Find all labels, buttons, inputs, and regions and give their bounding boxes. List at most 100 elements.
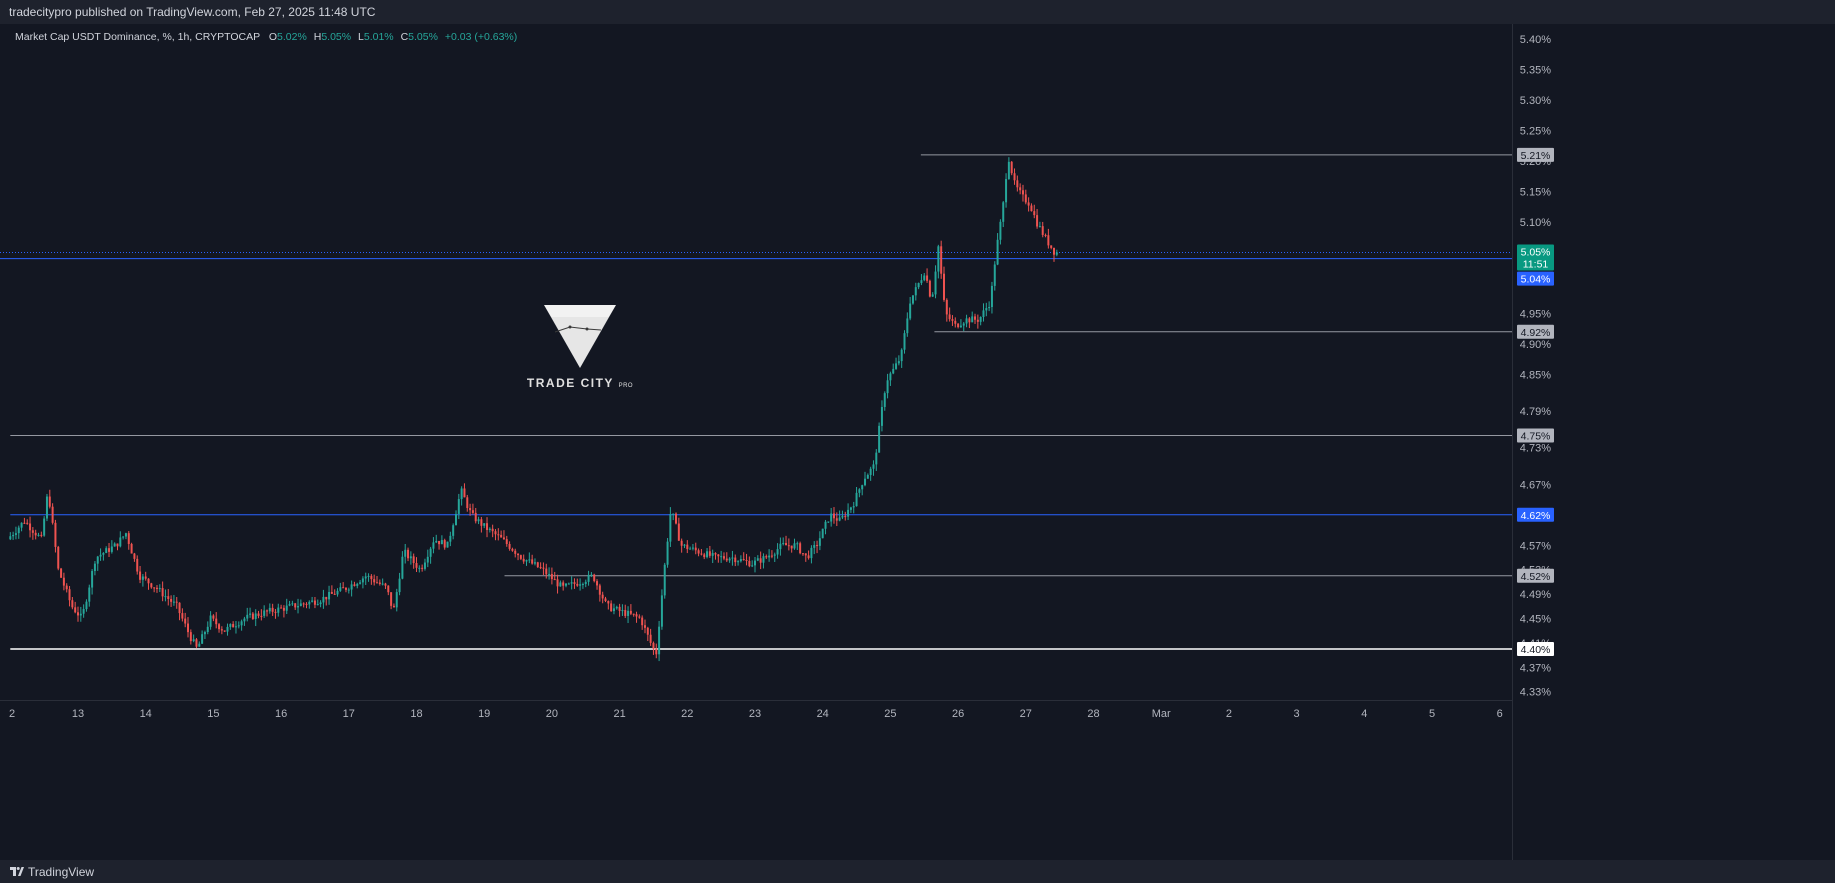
candle-body [827,521,830,523]
candle-body [440,540,443,545]
candle-body [494,531,497,535]
candle-body [333,593,336,595]
candle-body [768,555,771,558]
candle-body [900,349,903,362]
candle-body [883,393,886,407]
candle-body [928,280,931,297]
y-tick-label: 4.90% [1520,339,1551,351]
candle-body [889,373,892,381]
candle-body [618,606,621,611]
chart-area[interactable]: 5.40% 5.35% 5.30% 5.25% 5.20% 5.15% 5.10% 4.95%… [0,24,1835,860]
candle-body [392,605,395,608]
publish-info: tradecitypro published on TradingView.co… [9,5,376,19]
candle-body [234,626,237,628]
candle-body [88,587,91,602]
candle-body [454,513,457,526]
candle-body [511,548,514,551]
candle-body [612,608,615,612]
price-chart[interactable]: 5.40%5.35%5.30%5.25%5.20%5.15%5.10%4.95%… [0,24,1835,860]
candle-body [508,544,511,549]
candle-body [818,538,821,546]
candle-body [906,318,909,334]
candle-body [1005,179,1008,203]
candle-body [68,589,71,601]
candle-body [443,540,446,548]
candle-body [136,558,139,572]
candle-body [170,598,173,602]
candle-body [330,592,333,594]
candle-body [652,642,655,649]
candle-body [514,550,517,554]
candle-body [1047,235,1050,246]
candle-body [449,535,452,542]
candle-body [1019,187,1022,191]
candle-body [937,246,940,272]
candle-body [573,582,576,584]
candle-body [71,600,74,608]
candle-body [82,609,85,614]
candle-body [567,583,570,585]
candle-body [655,648,658,655]
candle-body [880,406,883,426]
candle-body [844,516,847,518]
candle-body [319,602,322,605]
x-tick-label: 4 [1361,708,1367,720]
candle-body [959,325,962,328]
candle-body [872,464,875,469]
candle-body [663,564,666,596]
candle-body [139,571,142,580]
current-price-tag: 5.05% [1521,247,1551,259]
candle-body [203,632,206,635]
candle-body [649,634,652,643]
candle-body [51,506,54,523]
publish-header: tradecitypro published on TradingView.co… [0,0,1835,24]
candle-body [954,320,957,324]
candle-body [212,615,215,619]
candle-body [167,596,170,599]
candle-body [855,492,858,507]
candle-body [147,578,150,584]
y-tick-label: 4.73% [1520,443,1551,455]
candle-body [875,452,878,465]
candle-body [342,587,345,589]
level-price-tag: 4.92% [1521,327,1551,339]
candle-body [229,624,232,627]
candle-body [359,582,362,584]
candle-body [9,536,12,540]
candle-body [835,518,838,521]
legend-open-value: 5.02% [277,31,307,43]
candle-body [395,592,398,608]
level-price-tag-bg [1517,428,1554,443]
candle-body [285,605,288,611]
candle-body [54,522,57,547]
candle-body [12,534,15,537]
x-tick-label: 20 [546,708,558,720]
candle-body [976,319,979,322]
x-tick-label: Mar [1152,708,1171,720]
prior-price-tag-bg [1517,271,1554,286]
candle-body [308,601,311,605]
candle-body [26,522,29,524]
candle-body [421,567,424,569]
candle-body [376,582,379,584]
level-price-tag-bg [1517,642,1554,656]
candle-body [384,583,387,586]
candle-body [810,547,813,559]
legend-high-value: 5.05% [321,31,352,43]
candle-body [288,604,291,606]
candle-body [277,607,280,613]
candle-body [404,549,407,557]
candle-body [361,578,364,583]
candle-body [336,590,339,595]
symbol-legend[interactable]: Market Cap USDT Dominance, %, 1h, CRYPTO… [15,31,521,43]
candle-body [251,613,254,619]
candle-body [141,576,144,580]
candle-body [265,610,268,612]
candle-body [178,602,181,614]
y-tick-label: 5.25% [1520,126,1551,138]
candle-body [491,528,494,532]
candle-body [536,562,539,568]
candle-body [892,368,895,374]
candle-body [297,606,300,608]
candle-body [353,584,356,586]
